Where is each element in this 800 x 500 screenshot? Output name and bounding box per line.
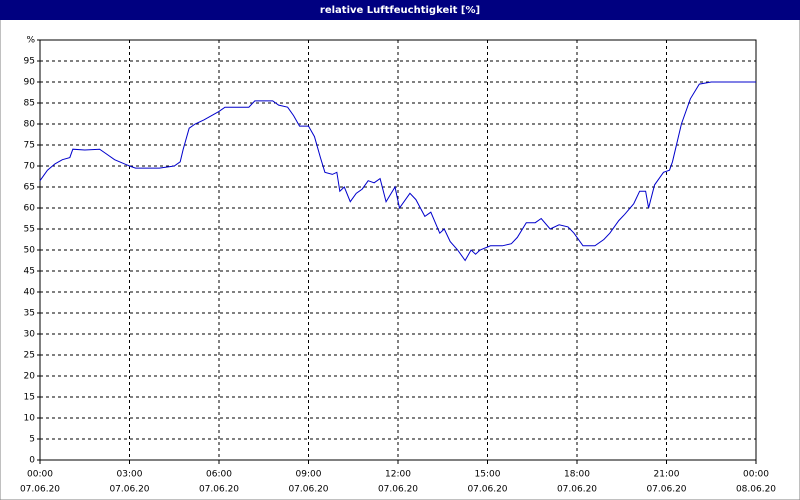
x-tick-label: 21:00 xyxy=(654,470,680,480)
y-tick-label: 15 xyxy=(24,393,35,403)
chart-title: relative Luftfeuchtigkeit [%] xyxy=(320,5,480,16)
y-tick-label: 10 xyxy=(24,414,36,424)
y-tick-label: 30 xyxy=(24,330,36,340)
x-tick-date: 07.06.20 xyxy=(378,485,418,495)
y-tick-label: 45 xyxy=(24,267,35,277)
x-tick-date: 08.06.20 xyxy=(736,485,776,495)
y-tick-label: 65 xyxy=(24,183,35,193)
y-tick-label: 85 xyxy=(24,99,35,109)
x-tick-label: 15:00 xyxy=(475,470,501,480)
x-tick-date: 07.06.20 xyxy=(467,485,507,495)
x-tick-label: 00:00 xyxy=(27,470,53,480)
x-tick-date: 07.06.20 xyxy=(199,485,239,495)
x-tick-label: 09:00 xyxy=(296,470,322,480)
x-tick-date: 07.06.20 xyxy=(646,485,686,495)
x-tick-label: 00:00 xyxy=(743,470,769,480)
y-tick-label: % xyxy=(26,36,35,46)
x-tick-date: 07.06.20 xyxy=(288,485,328,495)
x-tick-label: 12:00 xyxy=(385,470,411,480)
y-tick-label: 5 xyxy=(29,435,35,445)
x-tick-label: 03:00 xyxy=(117,470,143,480)
y-tick-label: 75 xyxy=(24,141,35,151)
y-tick-label: 95 xyxy=(24,57,35,67)
y-tick-label: 80 xyxy=(24,120,36,130)
y-tick-label: 40 xyxy=(24,288,36,298)
y-tick-label: 70 xyxy=(24,162,36,172)
y-tick-label: 20 xyxy=(24,372,36,382)
title-bar xyxy=(0,0,800,20)
y-tick-label: 0 xyxy=(29,456,35,466)
x-tick-date: 07.06.20 xyxy=(557,485,597,495)
x-tick-label: 06:00 xyxy=(206,470,232,480)
y-tick-label: 55 xyxy=(24,225,35,235)
x-tick-label: 18:00 xyxy=(564,470,590,480)
y-tick-label: 35 xyxy=(24,309,35,319)
x-tick-date: 07.06.20 xyxy=(20,485,60,495)
data-line xyxy=(39,81,756,262)
y-tick-label: 50 xyxy=(24,246,36,256)
x-tick-date: 07.06.20 xyxy=(109,485,149,495)
y-tick-label: 90 xyxy=(24,78,36,88)
y-tick-label: 60 xyxy=(24,204,36,214)
y-tick-label: 25 xyxy=(24,351,35,361)
